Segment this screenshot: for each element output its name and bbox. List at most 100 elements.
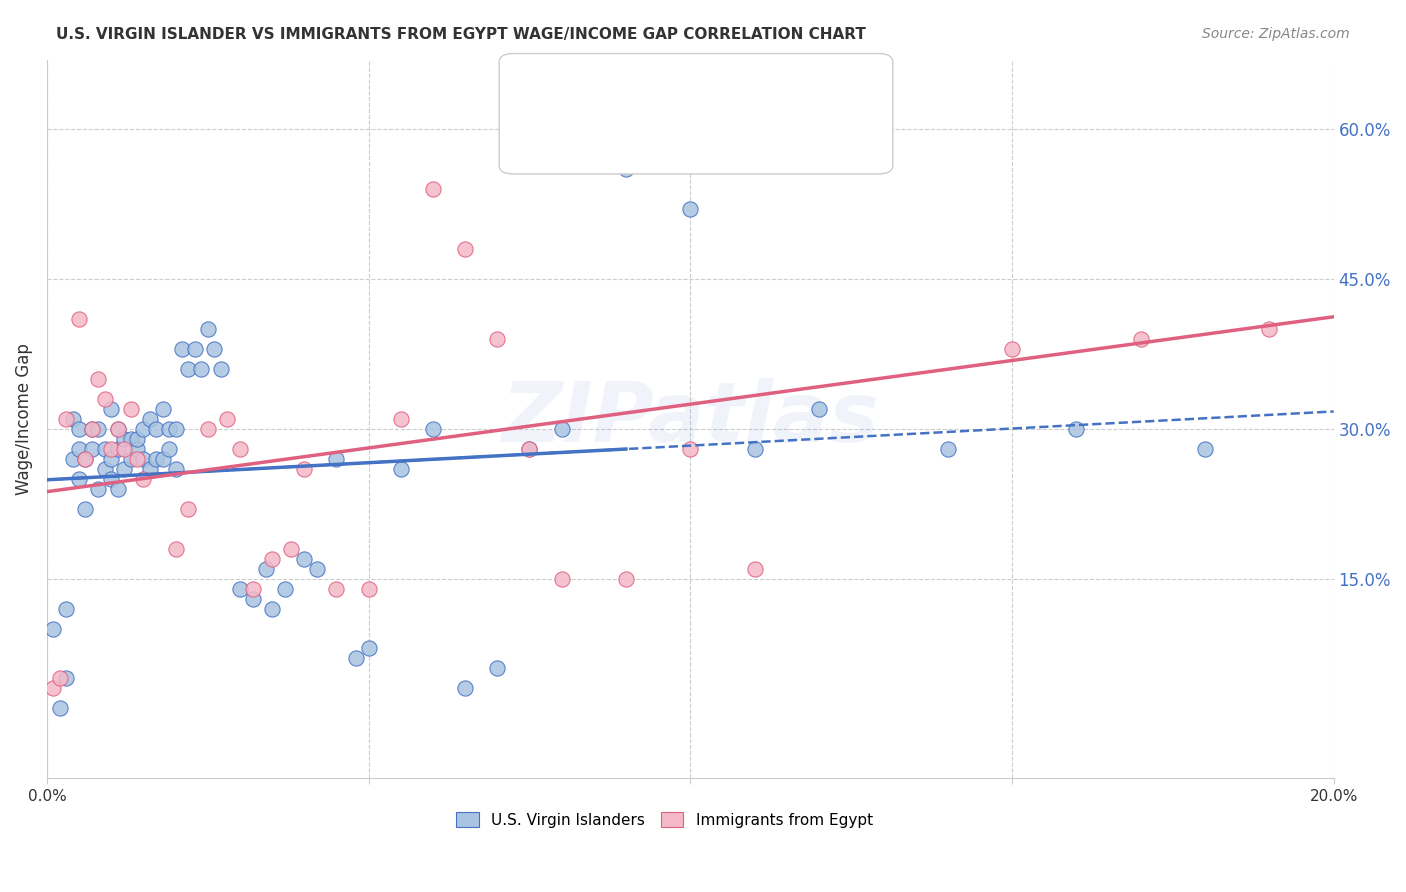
Text: U.S. VIRGIN ISLANDER VS IMMIGRANTS FROM EGYPT WAGE/INCOME GAP CORRELATION CHART: U.S. VIRGIN ISLANDER VS IMMIGRANTS FROM …	[56, 27, 866, 42]
Immigrants from Egypt	[486, 332, 509, 346]
U.S. Virgin Islanders	[152, 401, 174, 416]
Text: 71: 71	[710, 73, 733, 91]
Immigrants from Egypt	[1129, 332, 1152, 346]
U.S. Virgin Islanders	[157, 422, 180, 436]
Immigrants from Egypt	[215, 412, 238, 426]
U.S. Virgin Islanders	[357, 641, 380, 656]
U.S. Virgin Islanders	[274, 582, 297, 596]
U.S. Virgin Islanders	[744, 442, 766, 456]
U.S. Virgin Islanders	[94, 462, 117, 476]
U.S. Virgin Islanders	[87, 422, 110, 436]
Immigrants from Egypt	[280, 541, 302, 556]
U.S. Virgin Islanders	[325, 451, 347, 466]
U.S. Virgin Islanders	[157, 442, 180, 456]
Immigrants from Egypt	[177, 501, 200, 516]
Immigrants from Egypt	[550, 572, 572, 586]
Immigrants from Egypt	[1001, 342, 1024, 356]
U.S. Virgin Islanders	[139, 412, 162, 426]
Immigrants from Egypt	[357, 582, 380, 596]
U.S. Virgin Islanders	[519, 442, 541, 456]
U.S. Virgin Islanders	[80, 442, 103, 456]
Immigrants from Egypt	[80, 422, 103, 436]
Text: 0.185: 0.185	[598, 95, 650, 113]
Text: 0.014: 0.014	[598, 73, 650, 91]
U.S. Virgin Islanders	[107, 442, 129, 456]
U.S. Virgin Islanders	[132, 451, 155, 466]
U.S. Virgin Islanders	[422, 422, 444, 436]
Immigrants from Egypt	[744, 561, 766, 575]
Immigrants from Egypt	[519, 442, 541, 456]
Immigrants from Egypt	[75, 451, 97, 466]
U.S. Virgin Islanders	[170, 342, 193, 356]
U.S. Virgin Islanders	[454, 681, 477, 696]
Text: N =: N =	[668, 73, 699, 91]
Immigrants from Egypt	[100, 442, 122, 456]
U.S. Virgin Islanders	[165, 422, 187, 436]
Immigrants from Egypt	[55, 412, 77, 426]
U.S. Virgin Islanders	[242, 591, 264, 606]
Immigrants from Egypt	[87, 372, 110, 386]
U.S. Virgin Islanders	[550, 422, 572, 436]
U.S. Virgin Islanders	[152, 451, 174, 466]
U.S. Virgin Islanders	[80, 422, 103, 436]
U.S. Virgin Islanders	[62, 412, 84, 426]
Legend: U.S. Virgin Islanders, Immigrants from Egypt: U.S. Virgin Islanders, Immigrants from E…	[449, 804, 880, 835]
Immigrants from Egypt	[1258, 322, 1281, 336]
Immigrants from Egypt	[42, 681, 65, 696]
U.S. Virgin Islanders	[197, 322, 219, 336]
U.S. Virgin Islanders	[165, 462, 187, 476]
U.S. Virgin Islanders	[202, 342, 225, 356]
Immigrants from Egypt	[242, 582, 264, 596]
U.S. Virgin Islanders	[209, 362, 232, 376]
U.S. Virgin Islanders	[1194, 442, 1216, 456]
Y-axis label: Wage/Income Gap: Wage/Income Gap	[15, 343, 32, 495]
U.S. Virgin Islanders	[87, 482, 110, 496]
U.S. Virgin Islanders	[67, 422, 90, 436]
Immigrants from Egypt	[229, 442, 252, 456]
U.S. Virgin Islanders	[139, 462, 162, 476]
Immigrants from Egypt	[49, 672, 72, 686]
U.S. Virgin Islanders	[125, 442, 148, 456]
Text: ZIPatlas: ZIPatlas	[502, 378, 879, 459]
U.S. Virgin Islanders	[807, 401, 830, 416]
U.S. Virgin Islanders	[42, 622, 65, 636]
U.S. Virgin Islanders	[679, 202, 702, 217]
U.S. Virgin Islanders	[936, 442, 959, 456]
Text: R =: R =	[555, 73, 586, 91]
U.S. Virgin Islanders	[112, 462, 135, 476]
Immigrants from Egypt	[67, 312, 90, 326]
Immigrants from Egypt	[325, 582, 347, 596]
Immigrants from Egypt	[454, 242, 477, 256]
Text: 38: 38	[710, 95, 733, 113]
Immigrants from Egypt	[292, 462, 315, 476]
U.S. Virgin Islanders	[132, 422, 155, 436]
U.S. Virgin Islanders	[125, 432, 148, 446]
U.S. Virgin Islanders	[389, 462, 412, 476]
U.S. Virgin Islanders	[1064, 422, 1087, 436]
Immigrants from Egypt	[197, 422, 219, 436]
U.S. Virgin Islanders	[67, 472, 90, 486]
U.S. Virgin Islanders	[614, 162, 637, 177]
U.S. Virgin Islanders	[55, 672, 77, 686]
U.S. Virgin Islanders	[262, 601, 284, 615]
Immigrants from Egypt	[262, 551, 284, 566]
U.S. Virgin Islanders	[344, 651, 367, 665]
U.S. Virgin Islanders	[107, 422, 129, 436]
Immigrants from Egypt	[112, 442, 135, 456]
U.S. Virgin Islanders	[292, 551, 315, 566]
U.S. Virgin Islanders	[67, 442, 90, 456]
U.S. Virgin Islanders	[94, 442, 117, 456]
Immigrants from Egypt	[120, 401, 142, 416]
Text: Source: ZipAtlas.com: Source: ZipAtlas.com	[1202, 27, 1350, 41]
U.S. Virgin Islanders	[75, 451, 97, 466]
U.S. Virgin Islanders	[190, 362, 212, 376]
U.S. Virgin Islanders	[107, 482, 129, 496]
Immigrants from Egypt	[872, 103, 894, 117]
U.S. Virgin Islanders	[145, 422, 167, 436]
U.S. Virgin Islanders	[486, 661, 509, 675]
Immigrants from Egypt	[422, 182, 444, 196]
U.S. Virgin Islanders	[307, 561, 329, 575]
U.S. Virgin Islanders	[145, 451, 167, 466]
U.S. Virgin Islanders	[55, 601, 77, 615]
U.S. Virgin Islanders	[229, 582, 252, 596]
